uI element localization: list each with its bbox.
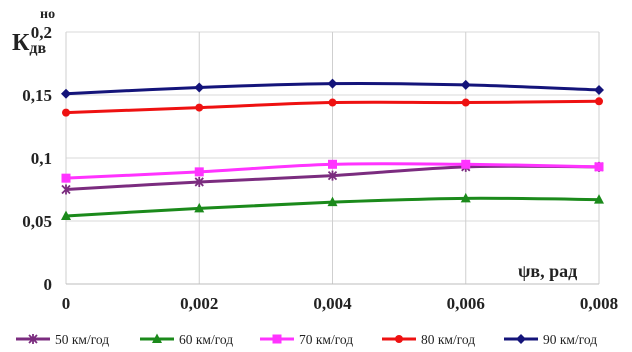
- legend-marker: [28, 334, 38, 344]
- legend-item: 70 км/год: [260, 332, 353, 347]
- data-point: [194, 176, 204, 187]
- data-point: [460, 79, 471, 90]
- x-tick-label: 0: [62, 294, 71, 313]
- y-tick-label: 0,2: [31, 23, 52, 42]
- data-point: [194, 167, 204, 177]
- y-axis-title: Кдв но: [12, 7, 55, 57]
- data-point: [460, 192, 471, 203]
- legend-label: 90 км/год: [543, 332, 597, 347]
- x-tick-label: 0,002: [180, 294, 218, 313]
- x-tick-label: 0,008: [580, 294, 618, 313]
- legend-label: 80 км/год: [421, 332, 475, 347]
- y-tick-label: 0,1: [31, 149, 52, 168]
- data-point: [594, 194, 604, 204]
- x-tick-label: 0,004: [313, 294, 352, 313]
- legend: 50 км/год 60 км/год 70 км/год 80 км/год 90 к…: [16, 332, 597, 347]
- legend-marker: [395, 335, 403, 343]
- legend-label: 50 км/год: [55, 332, 109, 347]
- legend-item: 90 км/год: [504, 332, 597, 347]
- data-point: [594, 84, 604, 95]
- series-2: [61, 192, 604, 220]
- series-group: [61, 78, 604, 220]
- legend-item: 50 км/год: [16, 332, 109, 347]
- data-point: [194, 202, 205, 213]
- series-4: [62, 97, 603, 117]
- data-point: [461, 98, 470, 107]
- data-point: [61, 210, 71, 220]
- data-point: [594, 162, 604, 172]
- y-tick-labels: 0 0,05 0,1 0,15 0,2: [22, 23, 52, 294]
- y-tick-label: 0,05: [22, 212, 52, 231]
- data-point: [61, 173, 71, 183]
- y-axis-title-main: К: [12, 30, 30, 56]
- series-3: [61, 159, 604, 183]
- y-tick-label: 0,15: [22, 86, 52, 105]
- series-5: [61, 78, 604, 99]
- legend-item: 80 км/год: [382, 332, 475, 347]
- data-point: [195, 103, 204, 112]
- y-axis-title-sub: дв: [29, 40, 46, 57]
- data-point: [327, 170, 338, 181]
- grid-lines: [65, 31, 600, 285]
- x-tick-labels: 0 0,002 0,004 0,006 0,008: [62, 294, 618, 313]
- legend-marker: [516, 334, 526, 344]
- data-point: [194, 82, 205, 93]
- data-point: [461, 159, 471, 169]
- x-tick-label: 0,006: [447, 294, 485, 313]
- data-point: [61, 88, 71, 99]
- data-point: [62, 108, 70, 117]
- data-point: [327, 196, 338, 207]
- data-point: [328, 159, 337, 169]
- data-point: [327, 78, 338, 89]
- y-tick-label: 0: [44, 275, 53, 294]
- y-axis-title-sup: но: [40, 7, 55, 22]
- legend-label: 60 км/год: [179, 332, 233, 347]
- legend-label: 70 км/год: [299, 332, 353, 347]
- legend-marker: [272, 334, 282, 344]
- legend-marker: [152, 333, 162, 343]
- data-point: [595, 97, 603, 106]
- data-point: [328, 98, 337, 107]
- legend-item: 60 км/год: [140, 332, 233, 347]
- data-point: [61, 184, 71, 195]
- x-axis-title: ψв, рад: [518, 261, 577, 281]
